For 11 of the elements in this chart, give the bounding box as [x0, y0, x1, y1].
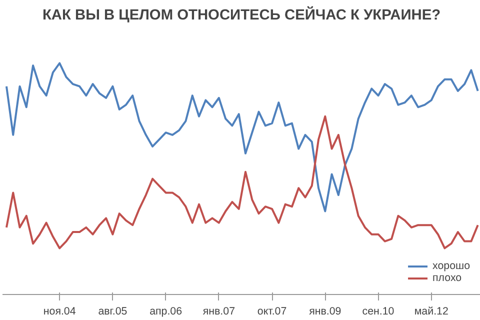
- x-tick-label: ноя.04: [43, 306, 76, 318]
- legend-label: хорошо: [432, 260, 470, 272]
- x-tick-label: апр.06: [150, 306, 182, 318]
- x-tick-label: авг.05: [98, 306, 128, 318]
- chart-title: КАК ВЫ В ЦЕЛОМ ОТНОСИТЕСЬ СЕЙЧАС К УКРАИНЕ?: [42, 6, 441, 24]
- x-tick-label: сен.10: [362, 306, 394, 318]
- x-tick-label: янв.09: [309, 306, 342, 318]
- legend-label: плохо: [432, 272, 462, 284]
- x-tick-label: май.12: [414, 306, 448, 318]
- x-tick-label: янв.07: [202, 306, 236, 318]
- x-tick-label: окт.07: [257, 306, 287, 318]
